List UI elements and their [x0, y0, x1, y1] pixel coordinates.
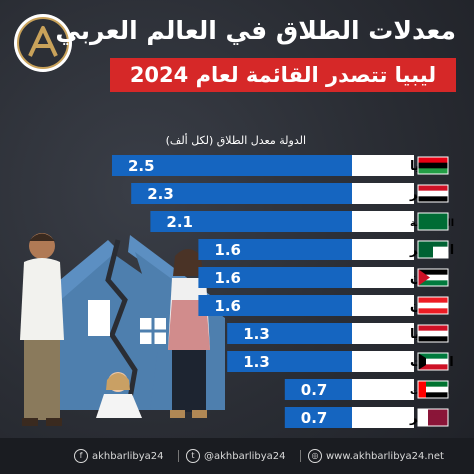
page-title: معدلات الطلاق في العالم العربي [55, 16, 456, 45]
country-flags [417, 156, 449, 427]
bar-7 [227, 323, 352, 344]
value-label-8: 1.3 [243, 353, 270, 371]
bar-2 [131, 183, 352, 204]
bar-10 [284, 407, 352, 428]
bar-5 [198, 267, 352, 288]
uae-flag-icon [417, 380, 449, 399]
country-label-box-4 [352, 239, 414, 260]
bar-8 [227, 351, 352, 372]
footer-divider [178, 450, 179, 462]
egypt-flag-icon [417, 184, 449, 203]
bar-1 [112, 155, 352, 176]
bar-series [112, 155, 352, 428]
libya-flag-icon [417, 156, 449, 175]
country-label-box-7 [352, 323, 414, 344]
country-label-box-5 [352, 267, 414, 288]
value-label-10: 0.7 [301, 409, 328, 427]
bar-6 [198, 295, 352, 316]
bar-3 [150, 211, 352, 232]
country-label-box-6 [352, 295, 414, 316]
footer: f akhbarlibya24 t @akhbarlibya24 ◎ www.akhb… [0, 438, 474, 474]
value-labels: 2.52.32.11.61.61.61.31.30.70.7 [128, 157, 327, 427]
twitter-handle: @akhbarlibya24 [204, 451, 286, 462]
broken-house-illustration [20, 233, 230, 426]
value-label-3: 2.1 [166, 213, 193, 231]
qatar-flag-icon [417, 408, 449, 427]
chart-column-header: الدولة معدل الطلاق (لكل ألف) [165, 134, 306, 147]
jordan-flag-icon [417, 268, 449, 287]
page-subtitle: ليبيا تتصدر القائمة لعام 2024 [110, 58, 456, 92]
bar-9 [284, 379, 352, 400]
value-label-7: 1.3 [243, 325, 270, 343]
value-label-2: 2.3 [147, 185, 174, 203]
footer-divider [300, 450, 301, 462]
kuwait-flag-icon [417, 352, 449, 371]
country-label-box-1 [352, 155, 414, 176]
country-label-box-10 [352, 407, 414, 428]
value-label-5: 1.6 [214, 269, 241, 287]
footer-twitter[interactable]: t @akhbarlibya24 [186, 449, 286, 463]
facebook-icon: f [74, 449, 88, 463]
country-label-box-2 [352, 183, 414, 204]
value-label-6: 1.6 [214, 297, 241, 315]
lebanon-flag-icon [417, 296, 449, 315]
bar-4 [198, 239, 352, 260]
algeria-flag-icon [417, 240, 449, 259]
footer-facebook[interactable]: f akhbarlibya24 [74, 449, 164, 463]
brand-logo-icon [14, 14, 72, 72]
country-label-box-9 [352, 379, 414, 400]
facebook-handle: akhbarlibya24 [92, 451, 164, 462]
value-label-1: 2.5 [128, 157, 155, 175]
globe-icon: ◎ [308, 449, 322, 463]
twitter-icon: t [186, 449, 200, 463]
divorce-rate-chart: 2.52.32.11.61.61.61.31.30.70.7 ليبيامصرا… [20, 155, 454, 428]
country-label-box-8 [352, 351, 414, 372]
footer-website[interactable]: ◎ www.akhbarlibya24.net [308, 449, 444, 463]
country-label-box-3 [352, 211, 414, 232]
saudi-flag-icon [417, 212, 449, 231]
syria-flag-icon [417, 324, 449, 343]
website-url: www.akhbarlibya24.net [326, 451, 444, 462]
value-label-4: 1.6 [214, 241, 241, 259]
value-label-9: 0.7 [301, 381, 328, 399]
